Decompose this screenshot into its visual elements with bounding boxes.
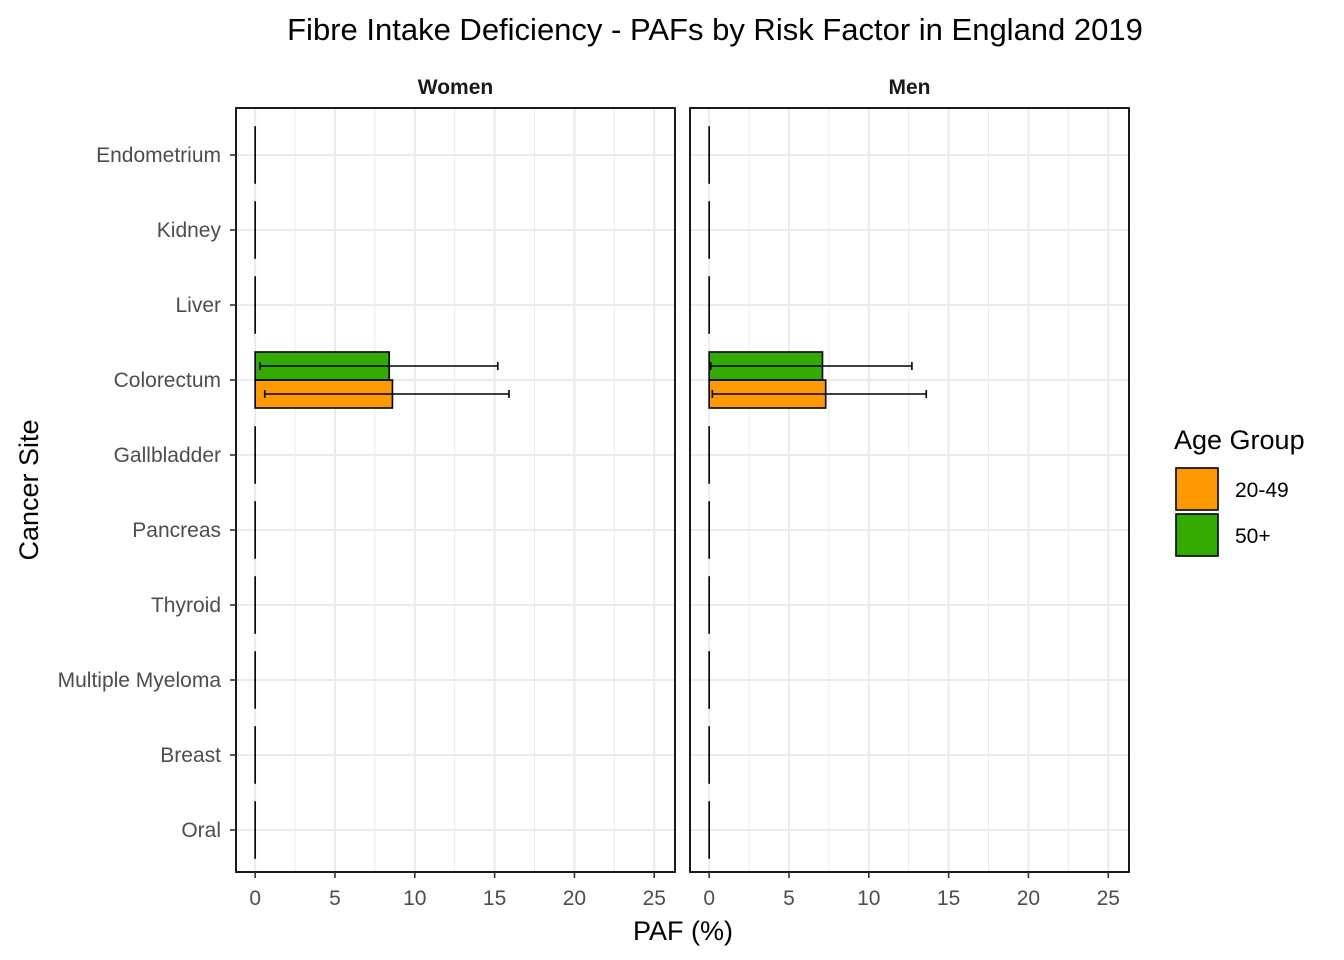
legend-title: Age Group (1174, 425, 1305, 455)
facet-label-men: Men (889, 76, 931, 99)
legend-key-20-49 (1175, 467, 1219, 511)
y-tick-label: Thyroid (151, 594, 221, 617)
panel-border (235, 107, 676, 873)
panel-men: Men 0 5 10 15 20 25 (689, 76, 1130, 910)
x-tick-label: 20 (1017, 887, 1040, 910)
panel-border (689, 107, 1130, 873)
legend-key-50+ (1175, 513, 1219, 557)
y-tick-label: Endometrium (96, 144, 221, 167)
x-tick-label: 0 (703, 887, 715, 910)
x-tick-label: 5 (783, 887, 795, 910)
y-tick-label: Kidney (157, 219, 222, 242)
x-tick-label: 0 (249, 887, 261, 910)
y-tick-label: Colorectum (114, 369, 221, 392)
y-tick-label: Oral (181, 819, 221, 842)
y-tick-label: Pancreas (132, 519, 221, 542)
error-bar-men-50+-colorectum (709, 362, 913, 370)
y-axis-label: Cancer Site (14, 419, 44, 560)
chart-title: Fibre Intake Deficiency - PAFs by Risk F… (287, 12, 1143, 47)
x-tick-label: 20 (563, 887, 586, 910)
legend-label-50+: 50+ (1235, 525, 1271, 548)
x-tick-label: 10 (857, 887, 880, 910)
x-axis-label: PAF (%) (633, 916, 733, 946)
x-tick-label: 10 (403, 887, 426, 910)
x-tick-label: 15 (937, 887, 960, 910)
facet-label-women: Women (418, 76, 493, 99)
error-bar-men-20-49-colorectum (711, 390, 928, 398)
y-tick-label: Gallbladder (114, 444, 221, 467)
legend: Age Group 20-49 50+ (1174, 425, 1305, 557)
x-tick-label: 25 (643, 887, 666, 910)
x-tick-label: 5 (329, 887, 341, 910)
legend-label-20-49: 20-49 (1235, 479, 1289, 502)
x-tick-label: 15 (483, 887, 506, 910)
y-tick-label: Liver (175, 294, 221, 317)
y-tick-labels: Endometrium Kidney Liver Colorectum Gallblad… (58, 144, 236, 842)
error-bar-women-50+-colorectum (259, 362, 499, 370)
error-bar-women-20-49-colorectum (263, 390, 510, 398)
panel-women: Women 0 5 10 15 20 25 (235, 76, 676, 910)
x-tick-label: 25 (1097, 887, 1120, 910)
y-tick-label: Multiple Myeloma (58, 669, 222, 692)
facet-panels: Women 0 5 10 15 20 25 Men 0 5 10 15 20 25 Endometrium K… (58, 76, 1130, 910)
y-tick-label: Breast (160, 744, 221, 767)
